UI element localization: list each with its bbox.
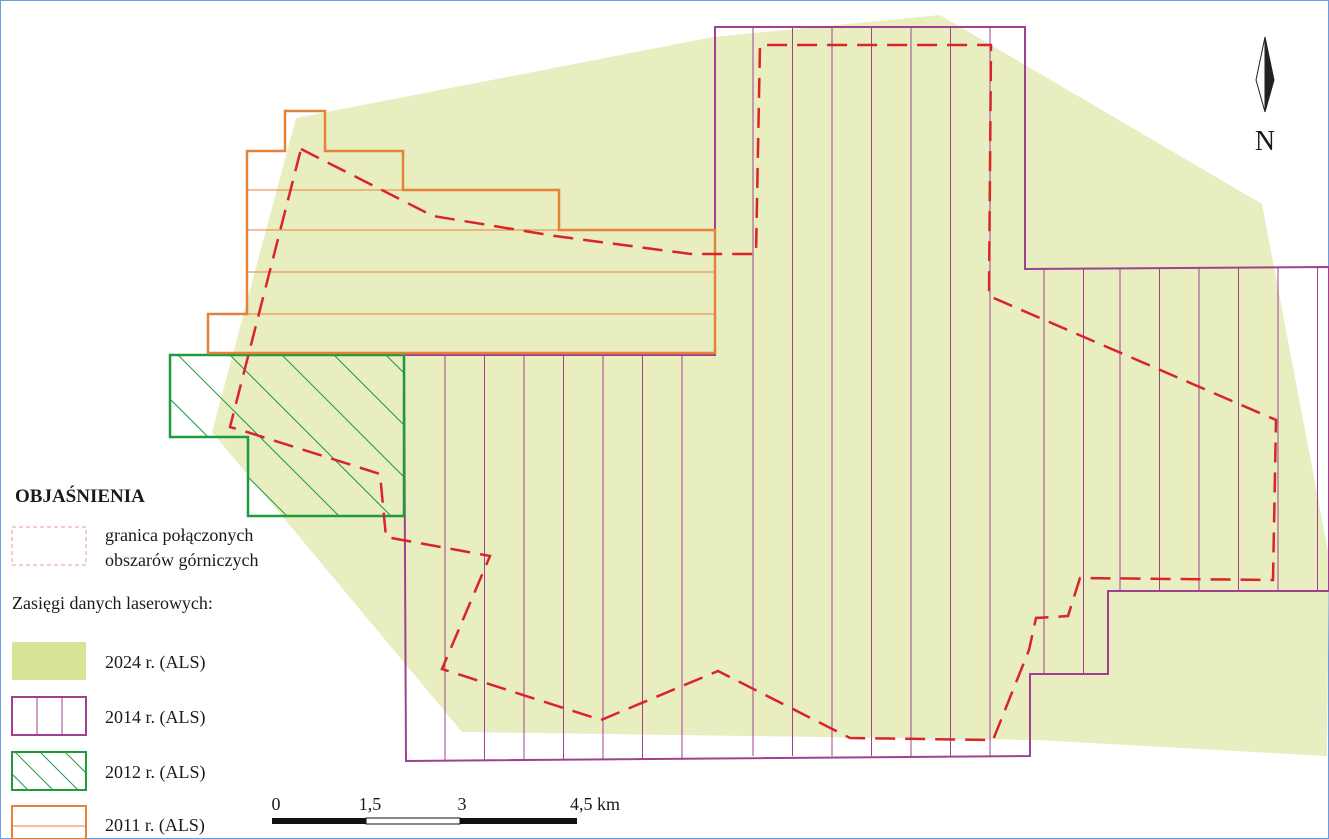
legend-boundary-label-line1: granica połączonych (105, 525, 253, 545)
legend-2024-swatch (12, 642, 86, 680)
legend-title: OBJAŚNIENIA (15, 485, 145, 507)
north-label: N (1255, 126, 1275, 157)
legend-2012-swatch (11, 751, 87, 791)
legend-2012-label: 2012 r. (ALS) (105, 762, 206, 783)
scale-tick-2: 3 (458, 794, 467, 814)
legend-2014-swatch (11, 696, 87, 736)
legend-boundary-label-line2: obszarów górniczych (105, 550, 258, 570)
legend-ranges-heading: Zasięgi danych laserowych: (12, 593, 213, 613)
coverage-2014-area (402, 26, 1329, 763)
legend: OBJAŚNIENIA granica połączonych obszarów… (11, 485, 258, 839)
scale-bar: 0 1,5 3 4,5 km (272, 794, 620, 825)
legend-2014-label: 2014 r. (ALS) (105, 707, 206, 728)
scale-tick-3: 4,5 km (570, 794, 620, 814)
legend-boundary-swatch (11, 526, 87, 566)
legend-2011-label: 2011 r. (ALS) (105, 815, 205, 836)
scale-tick-1: 1,5 (359, 794, 382, 814)
legend-2024-label: 2024 r. (ALS) (105, 652, 206, 673)
scale-tick-0: 0 (272, 794, 281, 814)
legend-2011-swatch (11, 805, 87, 839)
mining-area-boundary (228, 43, 1278, 742)
coverage-2024-area (212, 15, 1329, 756)
north-arrow: N (1255, 36, 1275, 157)
